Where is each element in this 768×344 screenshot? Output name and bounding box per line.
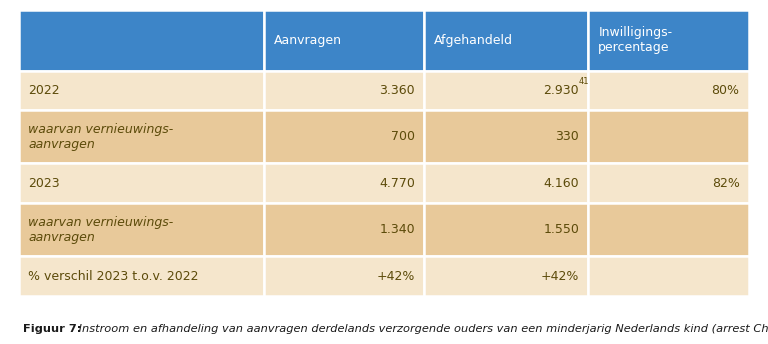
Text: 1.340: 1.340 [379, 223, 415, 236]
Text: Figuur 7:: Figuur 7: [23, 324, 81, 334]
Text: 41: 41 [578, 77, 589, 86]
Text: 82%: 82% [712, 177, 740, 190]
Text: 2022: 2022 [28, 84, 60, 97]
Text: 700: 700 [391, 130, 415, 143]
Text: waarvan vernieuwings-
aanvragen: waarvan vernieuwings- aanvragen [28, 216, 174, 244]
Text: 4.770: 4.770 [379, 177, 415, 190]
Text: Afgehandeld: Afgehandeld [434, 34, 513, 47]
Text: waarvan vernieuwings-
aanvragen: waarvan vernieuwings- aanvragen [28, 123, 174, 151]
Text: +42%: +42% [541, 270, 579, 282]
Text: 2.930: 2.930 [543, 84, 578, 97]
Text: +42%: +42% [376, 270, 415, 282]
Text: 3.360: 3.360 [379, 84, 415, 97]
Text: Inwilligings-
percentage: Inwilligings- percentage [598, 26, 673, 54]
Text: 2023: 2023 [28, 177, 60, 190]
Text: Instroom en afhandeling van aanvragen derdelands verzorgende ouders van een mind: Instroom en afhandeling van aanvragen de… [75, 324, 768, 334]
Text: 1.550: 1.550 [543, 223, 579, 236]
Text: Aanvragen: Aanvragen [273, 34, 342, 47]
Text: 4.160: 4.160 [544, 177, 579, 190]
Text: % verschil 2023 t.o.v. 2022: % verschil 2023 t.o.v. 2022 [28, 270, 199, 282]
Text: 80%: 80% [712, 84, 740, 97]
Text: 330: 330 [555, 130, 579, 143]
